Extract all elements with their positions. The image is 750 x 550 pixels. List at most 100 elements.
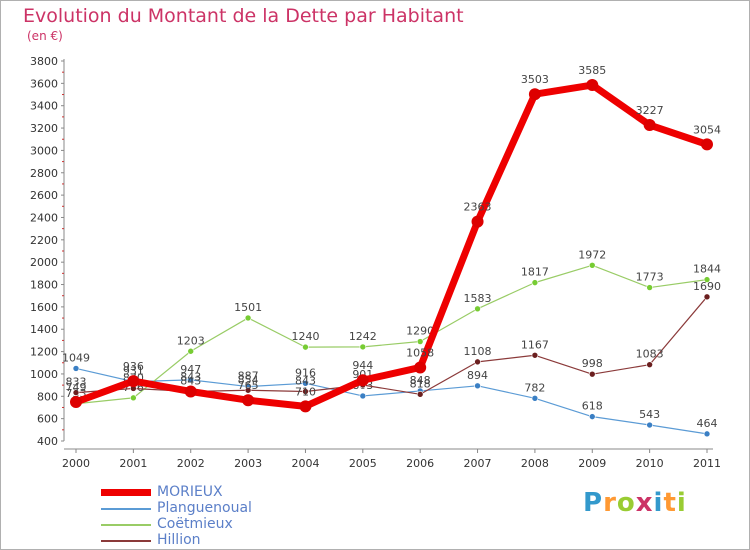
data-label-coetmieux: 1242 — [349, 330, 377, 343]
data-label-morieux: 936 — [123, 360, 144, 373]
proxiti-logo: Proxiti — [583, 488, 687, 518]
y-tick-label: 1400 — [30, 323, 58, 336]
data-label-hillion: 1167 — [521, 338, 549, 351]
data-label-morieux: 3054 — [693, 123, 721, 136]
x-tick-label: 2004 — [291, 457, 319, 470]
data-point-morieux — [242, 394, 255, 407]
data-label-hillion: 998 — [582, 357, 603, 370]
data-point-hillion — [531, 351, 539, 359]
data-label-morieux: 944 — [352, 359, 373, 372]
data-point-morieux — [471, 215, 484, 228]
data-label-coetmieux: 1203 — [177, 334, 205, 347]
data-label-coetmieux: 1240 — [291, 330, 319, 343]
data-point-planguenoual — [646, 421, 653, 429]
data-label-planguenoual: 782 — [524, 381, 545, 394]
data-label-coetmieux: 1972 — [578, 248, 606, 261]
legend-label: MORIEUX — [157, 484, 223, 500]
data-label-planguenoual: 1049 — [62, 351, 90, 364]
data-point-morieux — [127, 375, 140, 388]
data-point-planguenoual — [302, 380, 309, 387]
data-label-morieux: 843 — [180, 370, 201, 383]
chart-title: Evolution du Montant de la Dette par Hab… — [23, 5, 464, 27]
data-label-coetmieux: 1844 — [693, 263, 721, 276]
data-label-morieux: 2363 — [464, 201, 492, 214]
logo-letter: o — [616, 488, 636, 518]
data-point-morieux — [356, 374, 369, 387]
y-tick-label: 2600 — [30, 189, 58, 202]
legend-swatch — [101, 540, 151, 542]
data-label-morieux: 765 — [238, 379, 259, 392]
data-label-hillion: 854 — [238, 373, 259, 386]
data-point-morieux — [528, 88, 541, 101]
logo-letter: r — [603, 488, 617, 518]
y-tick-label: 800 — [37, 390, 58, 403]
data-point-morieux — [701, 138, 713, 151]
x-tick-label: 2000 — [62, 457, 90, 470]
data-label-hillion: 818 — [410, 377, 431, 390]
data-label-coetmieux: 1817 — [521, 266, 549, 279]
logo-letter: t — [663, 488, 677, 518]
data-point-morieux — [299, 400, 312, 413]
series-line-coetmieux — [75, 264, 708, 405]
data-point-coetmieux — [130, 394, 137, 402]
legend-swatch — [101, 524, 151, 526]
data-label-morieux: 3227 — [636, 104, 664, 117]
logo-letter: i — [676, 488, 687, 518]
legend-label: Coëtmieux — [157, 516, 233, 532]
data-point-hillion — [302, 388, 309, 395]
legend-item: MORIEUX — [101, 484, 361, 500]
data-point-planguenoual — [474, 382, 481, 390]
y-tick-label: 3000 — [30, 144, 58, 157]
y-tick-label: 1600 — [30, 301, 58, 314]
data-point-hillion — [416, 390, 424, 398]
data-point-coetmieux — [531, 279, 539, 286]
y-tick-label: 3200 — [30, 122, 58, 135]
legend-swatch — [101, 508, 151, 510]
legend-item: Hillion — [101, 532, 361, 548]
data-label-planguenoual: 464 — [697, 417, 718, 430]
y-tick-label: 3800 — [30, 55, 58, 68]
data-label-hillion: 843 — [295, 374, 316, 387]
y-tick-label: 1800 — [30, 279, 58, 292]
data-point-morieux — [414, 361, 427, 374]
data-point-coetmieux — [187, 347, 195, 355]
data-label-coetmieux: 1773 — [636, 271, 664, 284]
data-point-coetmieux — [474, 305, 481, 313]
logo-letter: i — [653, 488, 664, 518]
data-label-planguenoual: 916 — [295, 366, 316, 379]
data-label-morieux: 710 — [295, 385, 316, 398]
data-point-morieux — [586, 79, 599, 92]
y-tick-label: 2200 — [30, 234, 58, 247]
data-point-coetmieux — [359, 343, 367, 351]
x-tick-label: 2006 — [406, 457, 434, 470]
x-tick-label: 2005 — [349, 457, 377, 470]
logo-letter: P — [583, 488, 604, 518]
data-point-morieux — [643, 119, 656, 132]
data-point-hillion — [646, 361, 653, 368]
data-point-coetmieux — [646, 284, 653, 291]
data-point-hillion — [244, 386, 252, 394]
data-point-coetmieux — [416, 338, 424, 345]
data-label-morieux: 3503 — [521, 73, 549, 86]
y-tick-label: 400 — [37, 435, 58, 448]
legend: MORIEUX Planguenoual Coëtmieux Hillion — [101, 484, 361, 548]
data-point-planguenoual — [703, 430, 711, 438]
legend-item: Coëtmieux — [101, 516, 361, 532]
x-tick-label: 2009 — [578, 457, 606, 470]
data-label-planguenoual: 894 — [467, 369, 488, 382]
data-label-hillion: 1690 — [693, 280, 721, 293]
data-label-coetmieux: 1501 — [234, 301, 262, 314]
y-tick-label: 1000 — [30, 368, 58, 381]
data-point-hillion — [703, 293, 711, 301]
x-tick-label: 2011 — [693, 457, 721, 470]
data-point-hillion — [588, 370, 596, 378]
x-tick-label: 2007 — [464, 457, 492, 470]
legend-item: Planguenoual — [101, 500, 361, 516]
data-label-planguenoual: 887 — [238, 370, 259, 383]
data-label-morieux: 1058 — [406, 346, 434, 359]
data-label-coetmieux: 1290 — [406, 325, 434, 338]
data-point-planguenoual — [531, 395, 539, 402]
data-label-planguenoual: 947 — [180, 363, 201, 376]
data-point-coetmieux — [588, 262, 596, 269]
